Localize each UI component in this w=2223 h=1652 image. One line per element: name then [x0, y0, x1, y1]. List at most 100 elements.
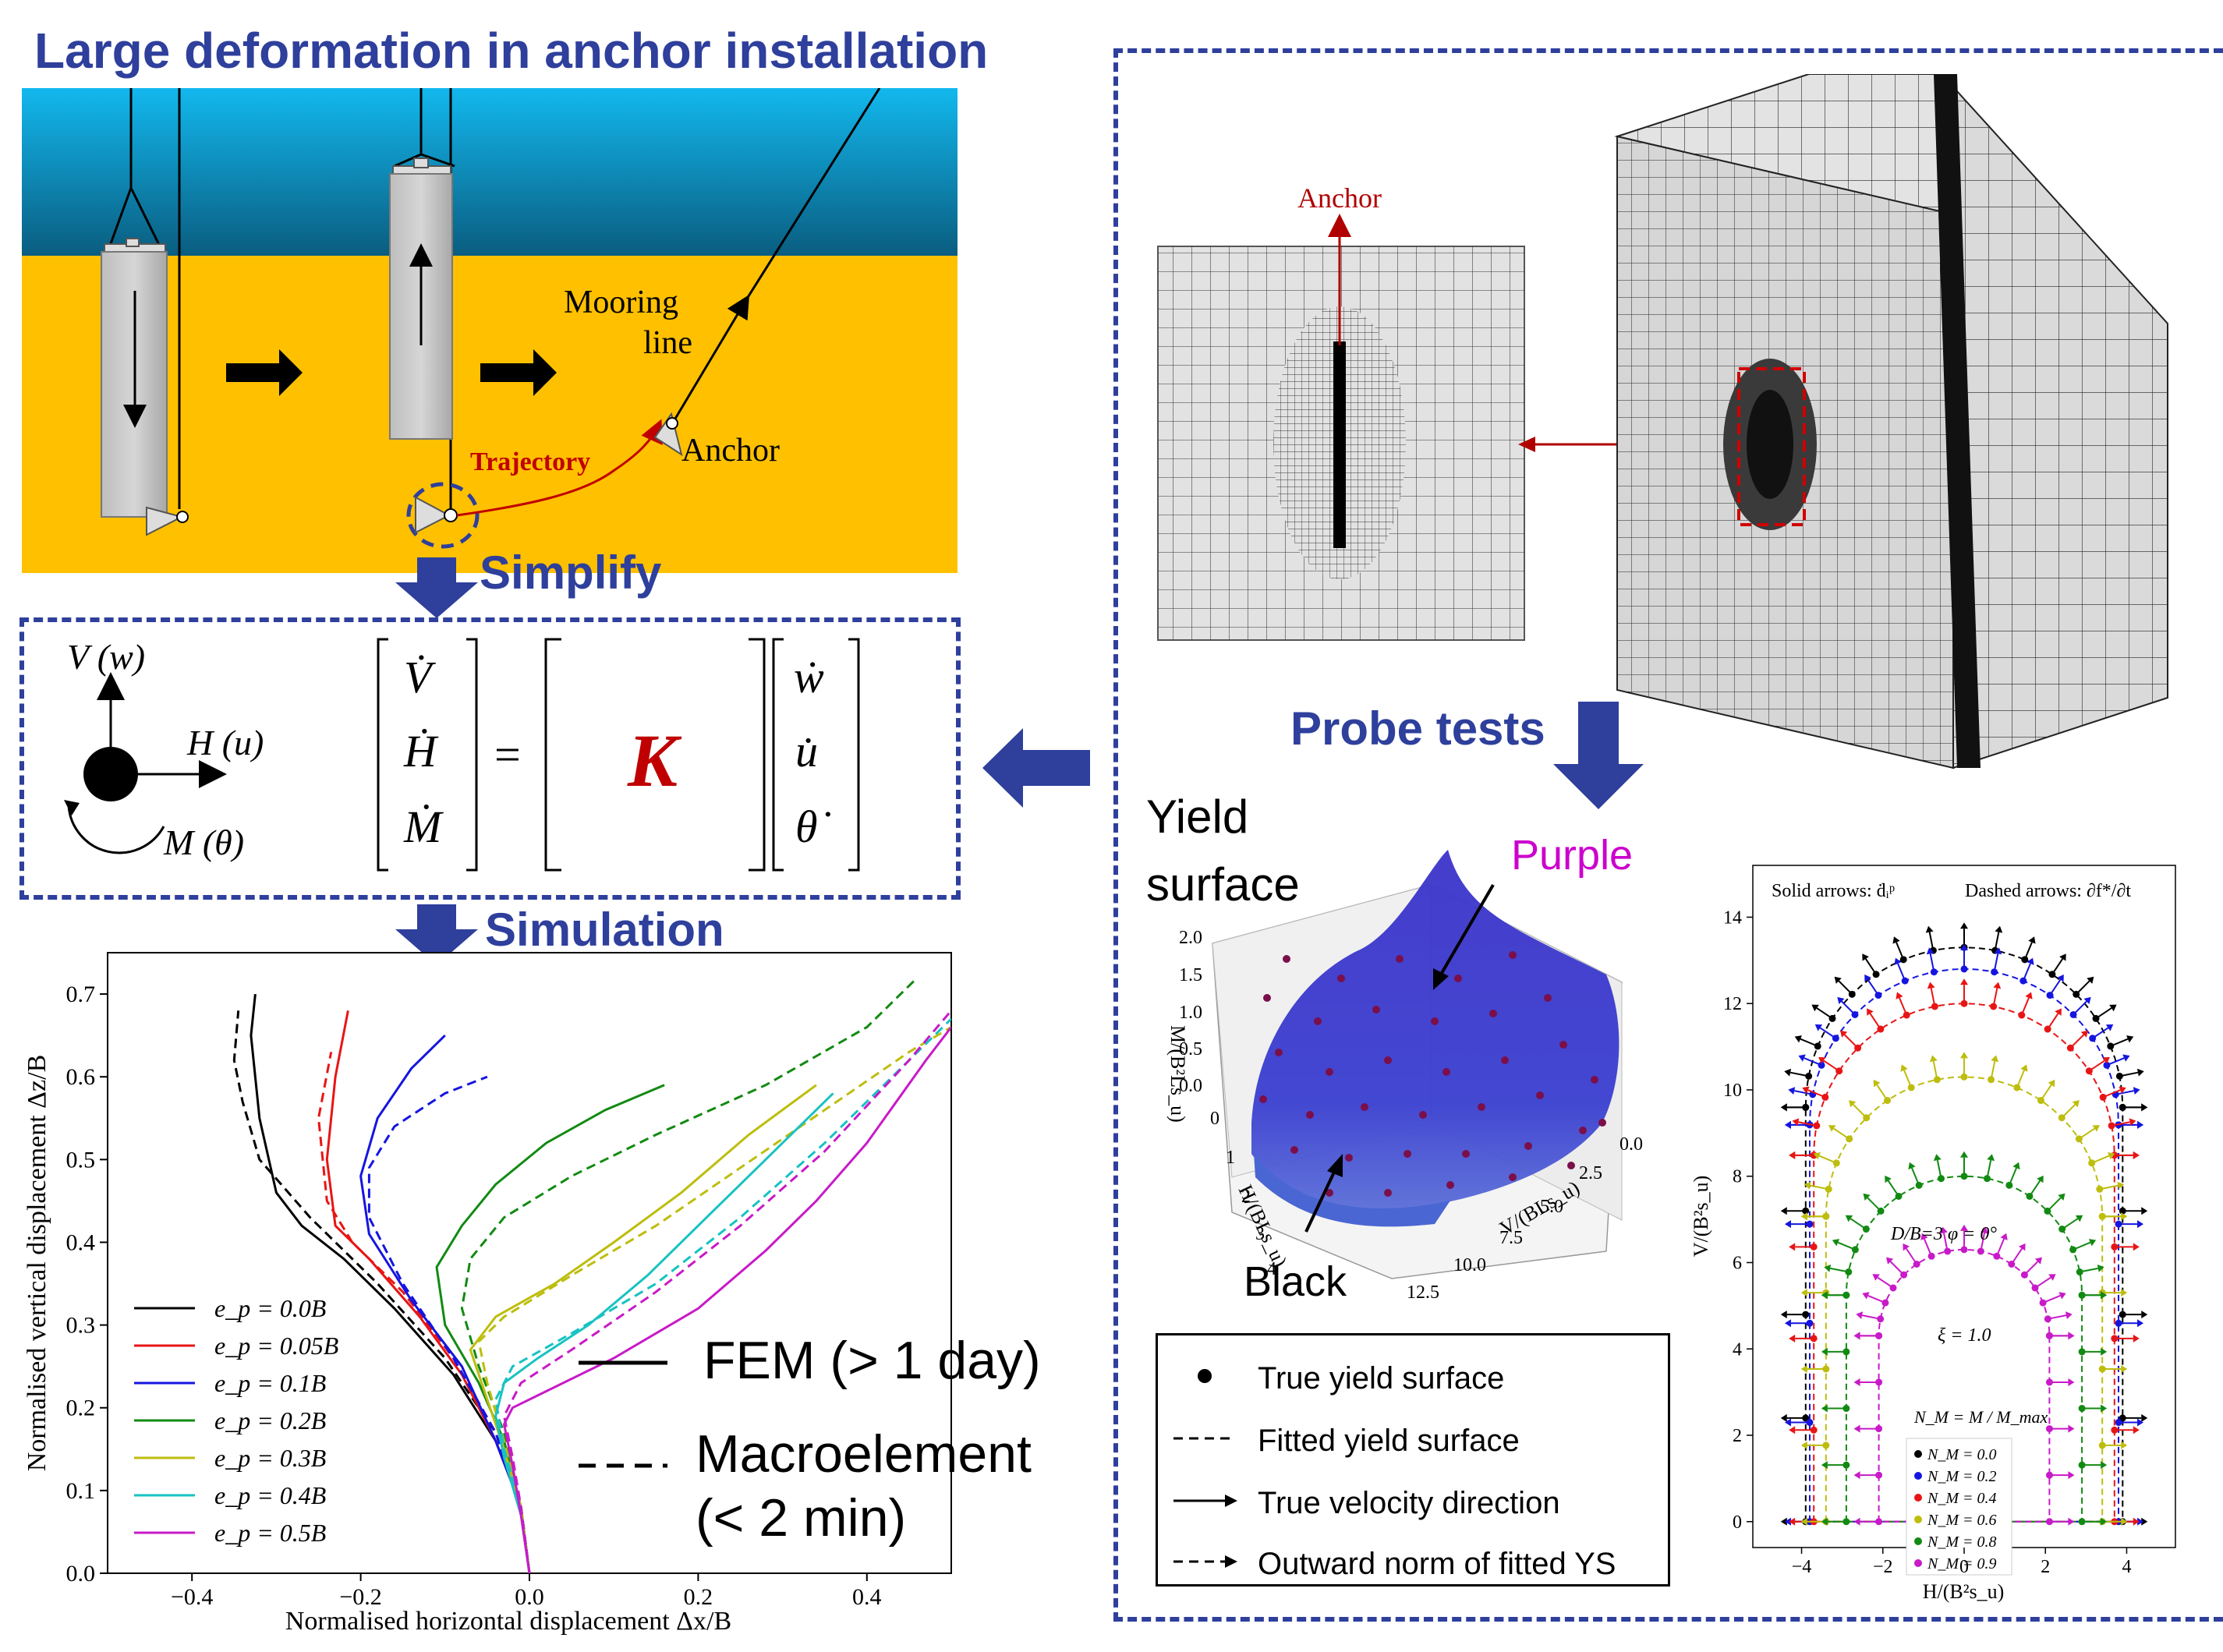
flow-point	[1930, 968, 1938, 976]
flow-arrowhead	[1856, 1311, 1864, 1320]
series-macro-line	[502, 1010, 951, 1573]
ys-data-point	[1559, 1041, 1567, 1049]
flow-arrow	[1993, 953, 1999, 972]
flow-arrowhead	[2141, 1517, 2148, 1526]
flow-arrowhead	[1821, 1347, 1828, 1356]
flow-arrow	[1804, 1057, 1822, 1067]
ys-z-tick: 1.5	[1179, 965, 1202, 985]
flow-arrow	[1867, 979, 1879, 996]
flow-arrow	[1936, 1159, 1942, 1179]
flow-arrow	[2023, 942, 2033, 960]
flow-point	[1877, 1315, 1885, 1323]
x-tick-label: −0.2	[339, 1584, 381, 1610]
flow-arrowhead	[2133, 1151, 2140, 1159]
flow-arrow	[2111, 1121, 2130, 1127]
flow-arrowhead	[1994, 947, 2002, 955]
flow-arrowhead	[1927, 982, 1935, 989]
y-tick-label: 0.3	[66, 1313, 96, 1339]
flow-x-axis-label: H/(B²s_u)	[1923, 1580, 2005, 1603]
flow-arrow	[2034, 1276, 2051, 1289]
flow-legend-marker	[1914, 1537, 1922, 1545]
flow-arrowhead	[2109, 1004, 2117, 1012]
flow-arrow	[1994, 932, 2000, 951]
flow-arrowhead	[2048, 1079, 2055, 1088]
flow-arrow	[1980, 1233, 1986, 1252]
flow-legend-frame	[1906, 1438, 2012, 1576]
flow-arrow	[2115, 1090, 2134, 1095]
flow-point	[1931, 1003, 1938, 1010]
flow-arrowhead	[2117, 1181, 2125, 1190]
flow-arrowhead	[1853, 1332, 1860, 1340]
y-tick-label: 0.7	[66, 982, 96, 1007]
flow-arrowhead	[2101, 1404, 2108, 1413]
flow-arrowhead	[2121, 1365, 2128, 1374]
probe-tests-label: Probe tests	[1290, 702, 1545, 755]
flow-arrowhead	[1789, 1517, 1796, 1526]
flow-arrowhead	[1903, 1243, 1910, 1251]
ys-data-point	[1567, 1162, 1575, 1169]
y-tick-label: 0.5	[66, 1147, 96, 1173]
flow-arrowhead	[1960, 1052, 1968, 1059]
flow-arrow	[1867, 1197, 1881, 1212]
flow-arrowhead	[1789, 1426, 1796, 1434]
flow-arrowhead	[2137, 1120, 2144, 1129]
flow-arrowhead	[1845, 1215, 1853, 1222]
flow-point	[2103, 1061, 2111, 1069]
flow-arrowhead	[2129, 1118, 2136, 1127]
flow-legend-label: N_M = 0.0	[1927, 1446, 1997, 1463]
flow-arrowhead	[1885, 1257, 1894, 1265]
flow-arrow	[1818, 1155, 1837, 1164]
legend-label: e_p = 0.0B	[214, 1294, 326, 1322]
flow-point	[1944, 1247, 1952, 1255]
flow-arrowhead	[1780, 1311, 1787, 1319]
flow-arrowhead	[1821, 1404, 1828, 1413]
flow-arrowhead	[2121, 1212, 2128, 1221]
flow-arrowhead	[1798, 1054, 1806, 1062]
macroelement-box	[19, 617, 961, 900]
flow-arrowhead	[1811, 1004, 1819, 1012]
flow-arrowhead	[1864, 974, 1871, 982]
flow-arrow	[1823, 1059, 1840, 1072]
flow-arrowhead	[1960, 943, 1968, 950]
flow-arrow	[2047, 1013, 2059, 1030]
flow-point	[1818, 1061, 1825, 1069]
flow-y-tick-label: 4	[1733, 1339, 1742, 1360]
flow-arrow	[1853, 1104, 1867, 1119]
purple-label: Purple	[1511, 832, 1633, 879]
flow-point	[1927, 1252, 1935, 1260]
flow-y-axis-label: V/(B²s_u)	[1690, 1176, 1712, 1258]
flow-arrowhead	[1926, 947, 1935, 955]
flow-arrowhead	[1863, 1193, 1871, 1201]
flow-arrowhead	[1834, 976, 1842, 984]
flow-arrow	[2022, 963, 2031, 982]
anchor-trajectory	[406, 87, 881, 549]
flow-arrowhead	[2059, 953, 2066, 961]
anchor-label: Anchor	[681, 433, 780, 469]
ys-data-point	[1442, 1068, 1450, 1076]
flow-arrowhead	[1813, 1151, 1821, 1160]
flow-arrow	[2092, 1027, 2109, 1039]
ys-data-point	[1591, 1076, 1598, 1084]
flow-arrowhead	[2092, 1125, 2100, 1132]
series-macro-line	[494, 1017, 951, 1573]
flow-arrowhead	[1867, 1008, 1874, 1016]
flow-arrow	[1838, 980, 1853, 996]
legend-label: e_p = 0.1B	[214, 1369, 326, 1397]
simplify-arrow-icon	[394, 557, 480, 624]
ys-data-point	[1524, 1142, 1532, 1150]
flow-legend-marker	[1914, 1472, 1922, 1480]
series-fem-line	[502, 1026, 951, 1573]
flow-arrowhead	[1960, 978, 1968, 985]
flow-arrow	[1897, 963, 1906, 982]
ys-data-point	[1462, 1150, 1470, 1158]
ys-data-point	[1431, 1017, 1439, 1025]
ys-data-point	[1489, 1010, 1497, 1017]
ys-y-tick: 5.0	[1540, 1197, 1563, 1217]
flow-arrowhead	[1802, 1086, 1810, 1094]
macroelement-equation: V (w) H (u) M (θ) V̇ Ḣ Ṁ = K ẇ u̇ θ̇	[23, 622, 959, 895]
flow-arrowhead	[1784, 1120, 1791, 1129]
flow-arrowhead	[2083, 996, 2091, 1005]
legend-true-velocity: True velocity direction	[1258, 1486, 1560, 1520]
flow-arrow	[2049, 979, 2062, 996]
ys-data-point	[1501, 1056, 1509, 1064]
